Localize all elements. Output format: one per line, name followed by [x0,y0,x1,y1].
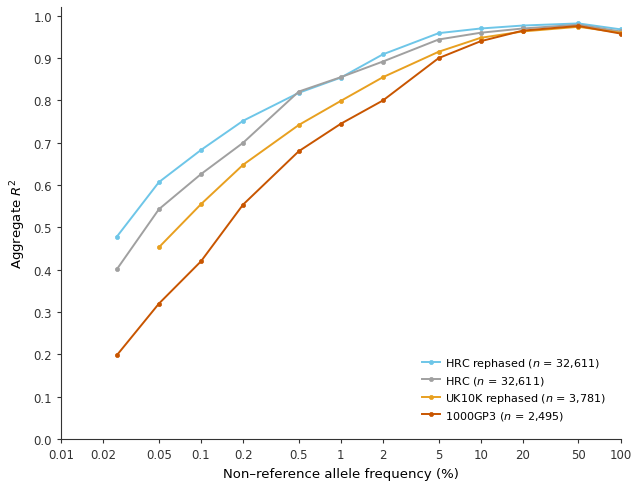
HRC ($n$ = 32,611) [337,75,345,81]
HRC rephased ($n$ = 32,611) [617,27,625,33]
UK10K rephased ($n$ = 3,781) [197,202,205,208]
UK10K rephased ($n$ = 3,781) [617,31,625,37]
HRC ($n$ = 32,611) [379,60,387,65]
X-axis label: Non–reference allele frequency (%): Non–reference allele frequency (%) [223,467,459,480]
UK10K rephased ($n$ = 3,781) [435,50,442,56]
1000GP3 ($n$ = 2,495) [113,353,120,359]
Line: HRC ($n$ = 32,611): HRC ($n$ = 32,611) [115,23,623,272]
HRC ($n$ = 32,611) [575,23,582,29]
HRC ($n$ = 32,611) [477,31,484,37]
1000GP3 ($n$ = 2,495) [617,32,625,38]
HRC ($n$ = 32,611) [617,29,625,35]
1000GP3 ($n$ = 2,495) [379,98,387,104]
HRC rephased ($n$ = 32,611) [379,52,387,58]
UK10K rephased ($n$ = 3,781) [295,123,303,129]
Line: HRC rephased ($n$ = 32,611): HRC rephased ($n$ = 32,611) [115,22,623,239]
HRC ($n$ = 32,611) [295,89,303,95]
UK10K rephased ($n$ = 3,781) [575,25,582,31]
Line: 1000GP3 ($n$ = 2,495): 1000GP3 ($n$ = 2,495) [115,25,623,358]
HRC rephased ($n$ = 32,611) [519,23,527,29]
HRC rephased ($n$ = 32,611) [435,31,442,37]
1000GP3 ($n$ = 2,495) [519,29,527,35]
HRC ($n$ = 32,611) [435,38,442,43]
HRC ($n$ = 32,611) [239,141,247,146]
UK10K rephased ($n$ = 3,781) [155,245,163,251]
1000GP3 ($n$ = 2,495) [337,122,345,127]
HRC ($n$ = 32,611) [197,172,205,178]
HRC rephased ($n$ = 32,611) [197,148,205,154]
Y-axis label: Aggregate $\mathit{R}^2$: Aggregate $\mathit{R}^2$ [8,179,28,269]
UK10K rephased ($n$ = 3,781) [239,163,247,168]
HRC ($n$ = 32,611) [113,267,120,273]
Legend: HRC rephased ($n$ = 32,611), HRC ($n$ = 32,611), UK10K rephased ($n$ = 3,781), 1: HRC rephased ($n$ = 32,611), HRC ($n$ = … [419,353,609,425]
HRC rephased ($n$ = 32,611) [239,119,247,124]
1000GP3 ($n$ = 2,495) [575,24,582,30]
1000GP3 ($n$ = 2,495) [435,56,442,62]
HRC ($n$ = 32,611) [519,26,527,32]
HRC rephased ($n$ = 32,611) [337,76,345,81]
1000GP3 ($n$ = 2,495) [295,149,303,155]
UK10K rephased ($n$ = 3,781) [379,75,387,81]
1000GP3 ($n$ = 2,495) [197,259,205,264]
HRC rephased ($n$ = 32,611) [575,21,582,27]
1000GP3 ($n$ = 2,495) [155,301,163,307]
HRC ($n$ = 32,611) [155,207,163,213]
HRC rephased ($n$ = 32,611) [155,180,163,186]
UK10K rephased ($n$ = 3,781) [519,29,527,35]
UK10K rephased ($n$ = 3,781) [477,36,484,41]
1000GP3 ($n$ = 2,495) [477,39,484,45]
HRC rephased ($n$ = 32,611) [477,26,484,32]
HRC rephased ($n$ = 32,611) [113,234,120,240]
1000GP3 ($n$ = 2,495) [239,202,247,208]
Line: UK10K rephased ($n$ = 3,781): UK10K rephased ($n$ = 3,781) [157,26,623,250]
HRC rephased ($n$ = 32,611) [295,91,303,97]
UK10K rephased ($n$ = 3,781) [337,99,345,104]
